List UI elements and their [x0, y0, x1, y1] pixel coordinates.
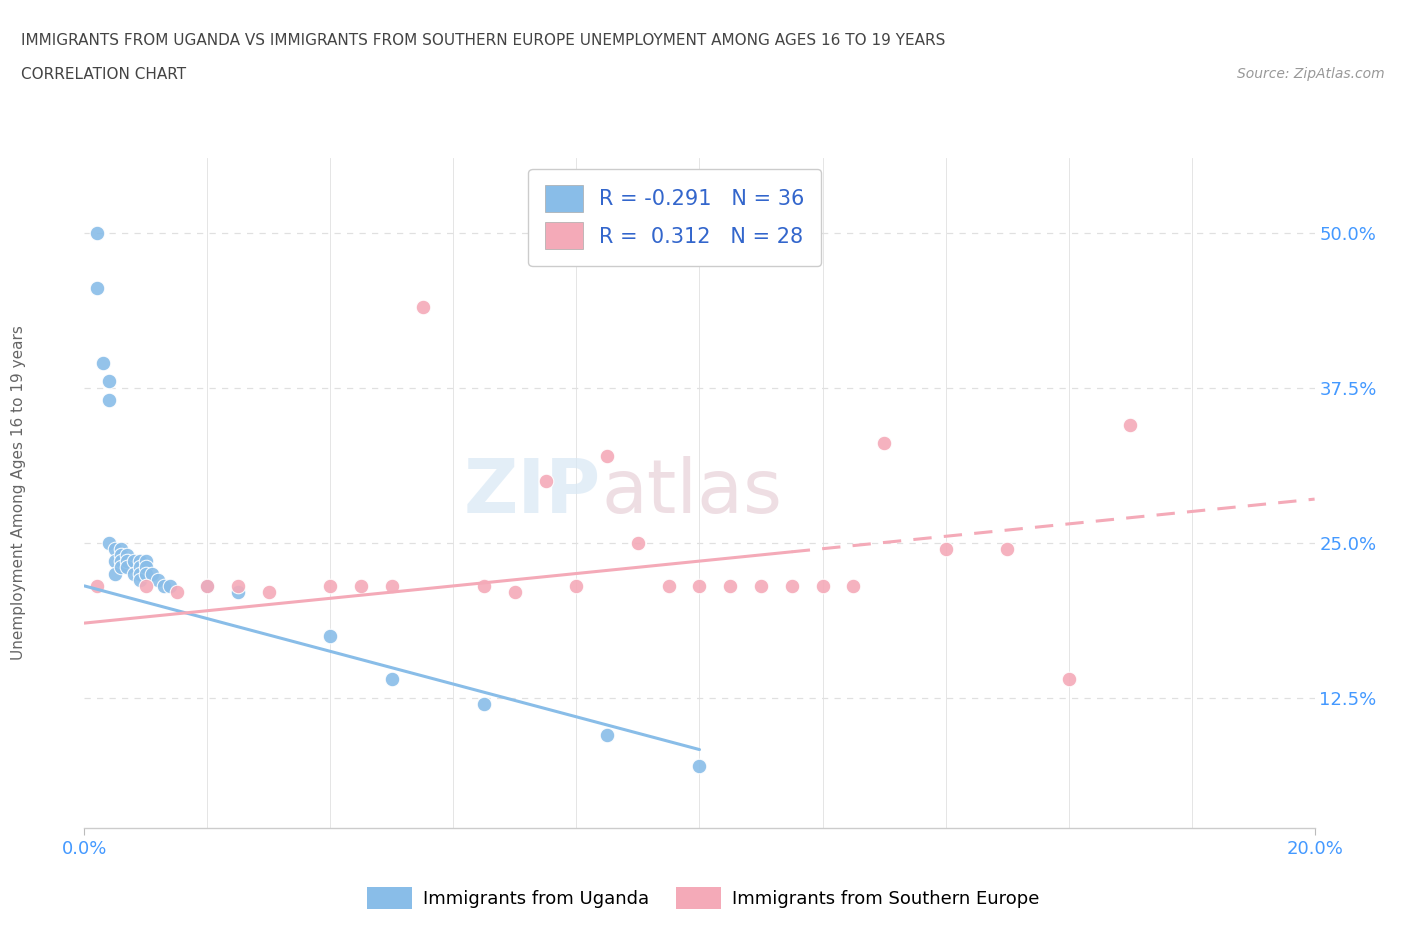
Point	[104, 566, 127, 581]
Point	[811, 578, 834, 593]
Point	[91, 355, 114, 370]
Text: Source: ZipAtlas.com: Source: ZipAtlas.com	[1237, 67, 1385, 81]
Point	[197, 578, 219, 593]
Point	[104, 553, 127, 568]
Point	[117, 548, 139, 563]
Point	[780, 578, 803, 593]
Point	[226, 585, 249, 600]
Point	[153, 578, 176, 593]
Point	[749, 578, 772, 593]
Point	[98, 374, 120, 389]
Text: ZIP: ZIP	[464, 457, 602, 529]
Point	[122, 553, 145, 568]
Point	[135, 578, 157, 593]
Point	[110, 553, 132, 568]
Point	[412, 299, 434, 314]
Point	[935, 541, 957, 556]
Point	[627, 535, 650, 550]
Point	[159, 578, 181, 593]
Point	[381, 578, 404, 593]
Point	[110, 541, 132, 556]
Point	[596, 727, 619, 742]
Point	[86, 225, 108, 240]
Point	[565, 578, 588, 593]
Point	[117, 560, 139, 575]
Point	[135, 566, 157, 581]
Point	[503, 585, 526, 600]
Point	[104, 541, 127, 556]
Point	[319, 578, 342, 593]
Point	[658, 578, 681, 593]
Point	[381, 671, 404, 686]
Point	[86, 578, 108, 593]
Point	[166, 585, 188, 600]
Point	[110, 560, 132, 575]
Point	[135, 560, 157, 575]
Point	[472, 578, 495, 593]
Point	[350, 578, 373, 593]
Point	[128, 553, 150, 568]
Text: Unemployment Among Ages 16 to 19 years: Unemployment Among Ages 16 to 19 years	[11, 326, 25, 660]
Point	[128, 566, 150, 581]
Legend: R = -0.291   N = 36, R =  0.312   N = 28: R = -0.291 N = 36, R = 0.312 N = 28	[529, 168, 821, 266]
Text: CORRELATION CHART: CORRELATION CHART	[21, 67, 186, 82]
Point	[86, 281, 108, 296]
Text: atlas: atlas	[602, 457, 782, 529]
Point	[128, 572, 150, 587]
Point	[718, 578, 741, 593]
Point	[141, 566, 163, 581]
Point	[1119, 418, 1142, 432]
Point	[842, 578, 865, 593]
Point	[110, 548, 132, 563]
Point	[122, 566, 145, 581]
Point	[98, 535, 120, 550]
Point	[689, 578, 711, 593]
Point	[98, 392, 120, 407]
Point	[995, 541, 1018, 556]
Point	[534, 473, 557, 488]
Point	[472, 697, 495, 711]
Point	[226, 578, 249, 593]
Point	[319, 628, 342, 643]
Point	[117, 553, 139, 568]
Point	[257, 585, 280, 600]
Point	[689, 758, 711, 773]
Point	[128, 560, 150, 575]
Legend: Immigrants from Uganda, Immigrants from Southern Europe: Immigrants from Uganda, Immigrants from …	[360, 880, 1046, 916]
Text: IMMIGRANTS FROM UGANDA VS IMMIGRANTS FROM SOUTHERN EUROPE UNEMPLOYMENT AMONG AGE: IMMIGRANTS FROM UGANDA VS IMMIGRANTS FRO…	[21, 33, 945, 47]
Point	[197, 578, 219, 593]
Point	[596, 448, 619, 463]
Point	[873, 436, 896, 451]
Point	[135, 553, 157, 568]
Point	[148, 572, 170, 587]
Point	[1057, 671, 1080, 686]
